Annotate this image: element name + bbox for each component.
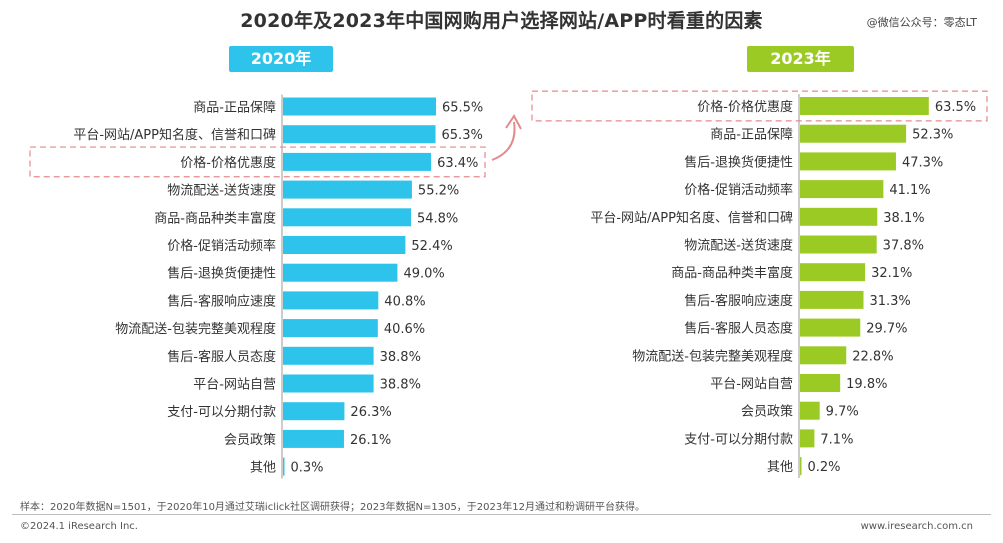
- category-label: 其他: [767, 460, 793, 475]
- value-label: 65.3%: [442, 128, 483, 143]
- bar: [283, 429, 344, 448]
- category-label: 价格-价格优惠度: [697, 99, 793, 115]
- bar: [800, 207, 878, 226]
- bar: [283, 457, 285, 476]
- category-label: 售后-退换货便捷性: [684, 154, 793, 170]
- highlight-box: [29, 146, 486, 178]
- category-label: 售后-客服响应速度: [167, 293, 276, 309]
- bar: [283, 319, 378, 338]
- value-label: 0.3%: [291, 461, 324, 476]
- category-label: 商品-正品保障: [710, 128, 793, 143]
- value-label: 38.8%: [380, 378, 421, 393]
- category-label: 价格-促销活动频率: [167, 238, 276, 254]
- year-badge-2020: 2020年: [229, 46, 333, 72]
- category-label: 物流配送-包装完整美观程度: [632, 348, 793, 364]
- year-badge-2023: 2023年: [747, 46, 854, 72]
- value-label: 9.7%: [826, 405, 859, 420]
- category-label: 售后-客服人员态度: [684, 321, 793, 337]
- category-label: 其他: [250, 461, 276, 476]
- chart-title: 2020年及2023年中国网购用户选择网站/APP时看重的因素: [240, 10, 763, 32]
- value-label: 65.5%: [442, 101, 483, 116]
- website: www.iresearch.com.cn: [860, 521, 973, 532]
- category-label: 售后-客服人员态度: [167, 349, 276, 365]
- bar: [283, 236, 406, 254]
- category-label: 商品-商品种类丰富度: [671, 265, 793, 281]
- value-label: 38.1%: [883, 211, 924, 226]
- value-label: 40.6%: [384, 322, 425, 337]
- value-label: 63.4%: [437, 156, 478, 171]
- value-label: 32.1%: [871, 266, 912, 281]
- value-label: 0.2%: [808, 460, 841, 475]
- bar: [800, 124, 907, 143]
- category-label: 平台-网站自营: [710, 377, 793, 392]
- bar: [283, 97, 436, 116]
- value-label: 55.2%: [418, 184, 459, 199]
- category-label: 售后-退换货便捷性: [167, 266, 276, 282]
- bar: [800, 180, 884, 199]
- bar: [800, 290, 864, 309]
- value-label: 26.1%: [350, 433, 391, 448]
- category-label: 平台-网站/APP知名度、信誉和口碑: [73, 127, 276, 143]
- watermark: @微信公众号：零态LT: [866, 16, 977, 29]
- copyright: ©2024.1 iResearch Inc.: [20, 521, 138, 532]
- category-label: 平台-网站/APP知名度、信誉和口碑: [590, 210, 793, 226]
- bar: [283, 402, 345, 421]
- value-label: 38.8%: [380, 350, 421, 365]
- bar: [283, 152, 432, 171]
- footnote: 样本：2020年数据N=1501，于2020年10月通过艾瑞iclick社区调研…: [20, 502, 645, 513]
- value-label: 7.1%: [820, 432, 853, 447]
- value-label: 37.8%: [883, 239, 924, 254]
- value-label: 22.8%: [852, 349, 893, 364]
- value-label: 26.3%: [350, 405, 391, 420]
- bar: [800, 97, 929, 115]
- category-label: 支付-可以分期付款: [684, 432, 793, 447]
- value-label: 31.3%: [869, 294, 910, 309]
- value-label: 52.4%: [411, 239, 452, 254]
- bar: [283, 208, 411, 227]
- bar: [800, 346, 847, 365]
- bar: [800, 318, 861, 337]
- category-label: 售后-客服响应速度: [684, 293, 793, 309]
- value-label: 63.5%: [935, 100, 976, 115]
- category-label: 价格-促销活动频率: [684, 182, 793, 198]
- category-label: 物流配送-送货速度: [684, 238, 793, 254]
- value-label: 54.8%: [417, 211, 458, 226]
- bar: [283, 291, 379, 310]
- category-label: 会员政策: [741, 404, 793, 420]
- bar: [800, 457, 802, 476]
- category-label: 物流配送-包装完整美观程度: [115, 321, 276, 337]
- footer-divider: [12, 514, 991, 515]
- bar: [800, 263, 866, 282]
- category-label: 会员政策: [224, 432, 276, 448]
- value-label: 52.3%: [912, 128, 953, 143]
- value-label: 19.8%: [846, 377, 887, 392]
- category-label: 物流配送-送货速度: [167, 183, 276, 199]
- bar: [283, 263, 398, 282]
- highlight-box: [531, 90, 988, 122]
- bar: [800, 374, 841, 392]
- value-label: 41.1%: [889, 183, 930, 198]
- category-label: 商品-商品种类丰富度: [154, 210, 276, 226]
- category-label: 价格-价格优惠度: [180, 155, 276, 171]
- category-label: 平台-网站自营: [193, 378, 276, 393]
- value-label: 47.3%: [902, 155, 943, 170]
- bar: [800, 429, 815, 448]
- value-label: 49.0%: [403, 267, 444, 282]
- category-label: 商品-正品保障: [193, 101, 276, 116]
- bar: [800, 235, 877, 254]
- value-label: 40.8%: [384, 294, 425, 309]
- bar: [800, 401, 820, 420]
- bar: [800, 152, 896, 171]
- category-label: 支付-可以分期付款: [167, 405, 276, 420]
- value-label: 29.7%: [866, 322, 907, 337]
- bar: [283, 180, 412, 199]
- bar: [283, 374, 374, 393]
- bar: [283, 125, 436, 144]
- bar: [283, 346, 374, 365]
